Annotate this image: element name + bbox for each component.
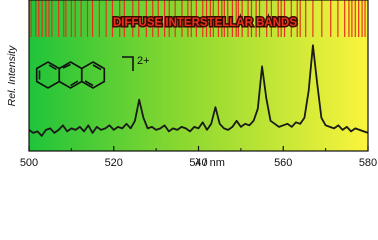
y-axis-label: Rel. Intensity (6, 45, 18, 106)
x-tick-label: 520 (105, 157, 123, 169)
bands (30, 0, 366, 37)
molecule (35, 56, 134, 89)
x-axis-label: λ / nm (195, 157, 225, 169)
x-tick-label: 540 (189, 157, 207, 169)
x-tick-label: 560 (274, 157, 292, 169)
x-tick-label: 580 (359, 157, 377, 169)
chart: 2+ DIFFUSE INTERSTELLAR BANDS Rel. Inten… (6, 0, 377, 169)
spectrum-line (28, 44, 369, 137)
plot-background (29, 0, 368, 151)
x-tick-label: 500 (20, 157, 38, 169)
plot (28, 44, 369, 137)
charge-label: 2+ (137, 55, 150, 67)
chart-title: DIFFUSE INTERSTELLAR BANDS (113, 17, 297, 29)
